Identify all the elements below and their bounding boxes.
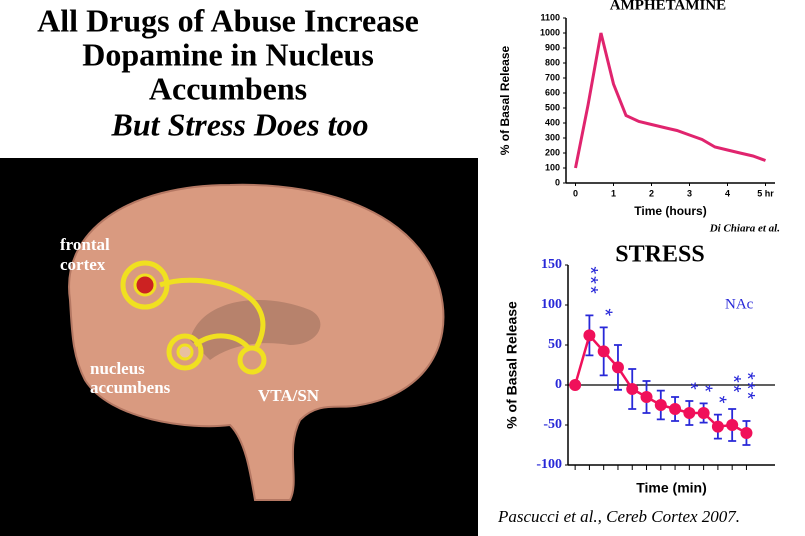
brain-inner [190,300,321,360]
x-tick-label: 0 [573,188,578,198]
slide-subtitle: But Stress Does too [111,106,369,142]
significance-mark: * [693,384,715,394]
significance-mark: *** [736,372,758,401]
significance-mark: * [679,382,701,392]
y-tick-label: 100 [541,297,562,312]
x-tick-label: 2 [649,188,654,198]
y-tick-label: 300 [545,132,560,142]
x-tick-label: 1 [611,188,616,198]
data-point [626,383,639,395]
data-point [711,420,724,433]
y-tick-label: 400 [545,117,560,127]
chart-title: STRESS [615,242,704,268]
data-point [740,427,753,439]
brain-label: VTA/SN [258,386,320,405]
region-dot [176,343,194,361]
y-tick-label: -50 [543,417,562,432]
reference: Pascucci et al., Cereb Cortex 2007. [497,507,740,526]
brain-image: frontal cortex nucleus accumbens VTA/SN [0,158,478,536]
brain-label: nucleus [90,359,145,378]
data-point [654,399,667,411]
pathway [159,277,266,352]
x-tick-label: 3 [687,188,692,198]
slide-title: Dopamine in Nucleus [82,36,374,72]
y-tick-label: 150 [541,257,562,272]
chart-title: AMPHETAMINE [610,0,726,13]
y-tick-label: 0 [555,377,562,392]
region-circle [237,345,267,375]
data-line [574,32,767,169]
data-point [611,361,624,374]
data-point [697,407,710,419]
y-tick-label: 50 [548,337,562,352]
y-tick-label: 0 [555,177,560,187]
y-tick-label: 100 [545,162,560,172]
x-tick-label: 5 hr [757,188,774,198]
data-point [640,391,653,403]
data-point [683,407,696,419]
x-axis-label: Time (hours) [634,204,706,218]
y-tick-label: 1100 [540,12,560,22]
y-tick-label: 600 [545,87,560,97]
data-point [597,345,610,358]
y-tick-label: 800 [545,57,560,67]
y-tick-label: 700 [545,72,560,82]
y-tick-label: 500 [545,102,560,112]
y-tick-label: -100 [536,457,562,472]
brain-label: accumbens [90,378,171,397]
annotation: NAc [725,296,754,312]
data-point [726,419,739,431]
y-axis-label: % of Basal Release [498,45,512,155]
data-point [583,329,596,342]
y-tick-label: 200 [545,147,560,157]
data-point [669,403,682,415]
region-dot [133,273,157,297]
significance-mark: * [708,396,730,406]
significance-mark: * [593,308,615,318]
slide-title: Accumbens [149,70,307,106]
y-axis-label: % of Basal Release [504,301,520,429]
significance-mark: ** [722,375,744,395]
brain-label: frontal [60,235,110,254]
y-tick-label: 900 [545,42,560,52]
y-tick-label: 1000 [540,27,560,37]
brain-label: cortex [60,255,106,274]
source: Di Chiara et al. [709,223,780,235]
x-axis-label: Time (min) [636,480,707,496]
slide-title: All Drugs of Abuse Increase [37,2,419,38]
region-circle [166,333,204,371]
x-tick-label: 4 [725,188,730,198]
significance-mark: *** [579,266,601,295]
data-point [569,379,582,391]
